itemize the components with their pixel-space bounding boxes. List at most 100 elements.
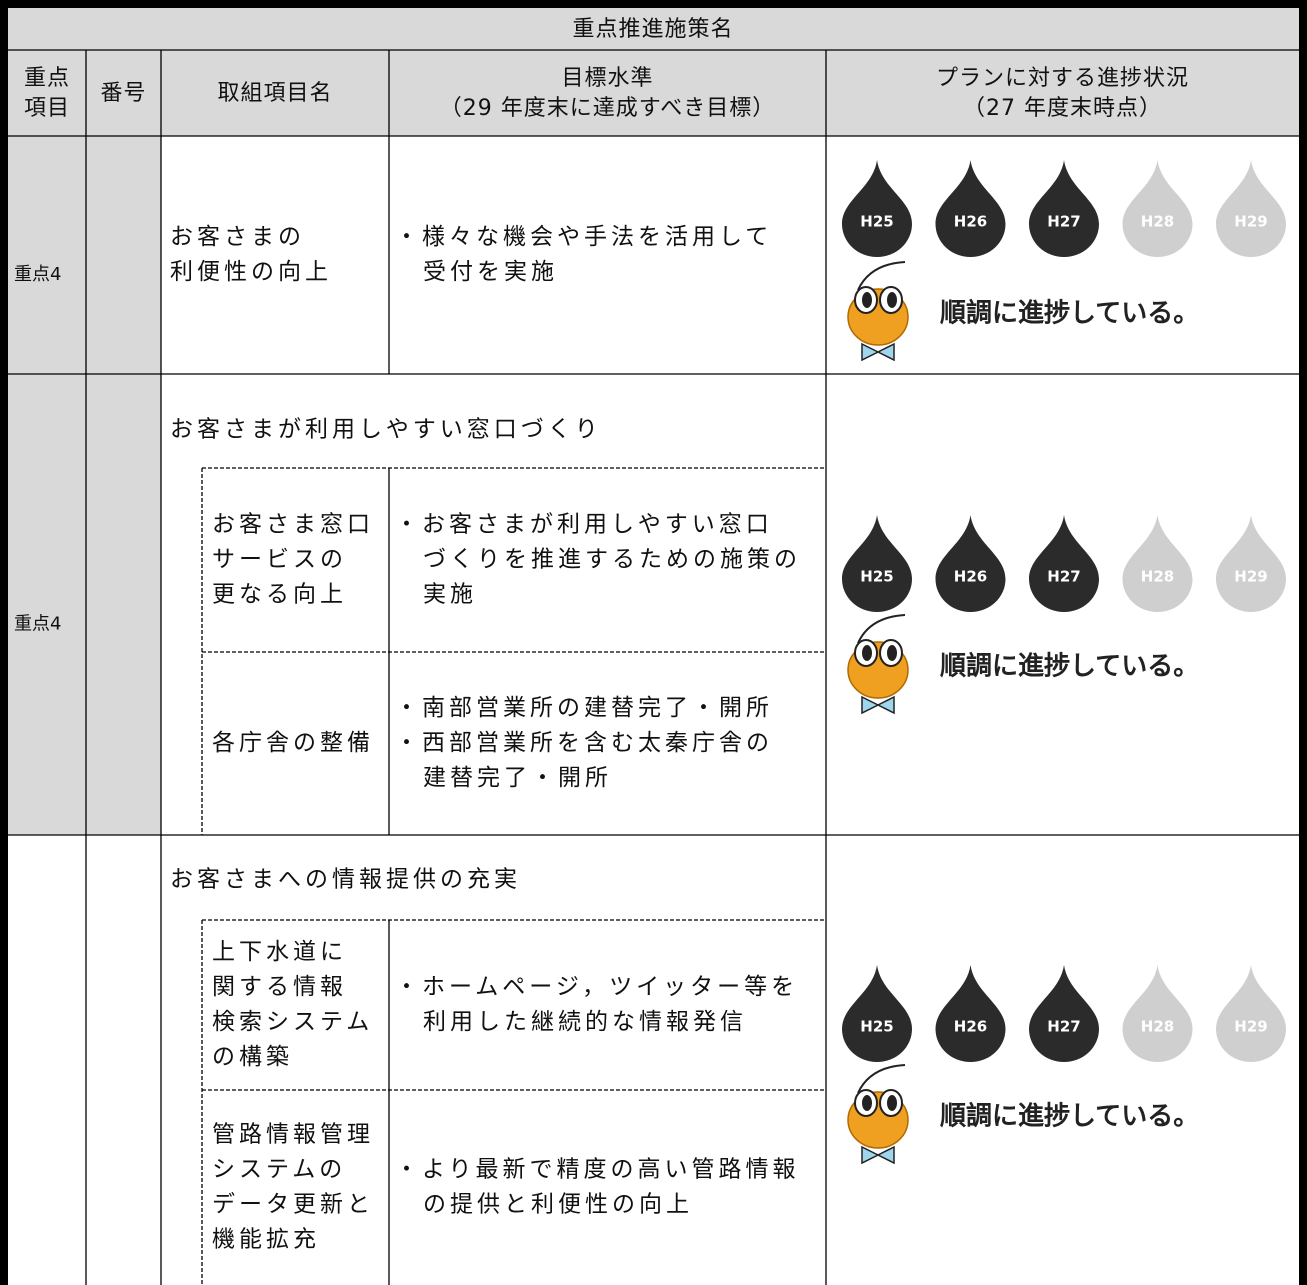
group-title: お客さまへの情報提供の充実 (170, 867, 521, 893)
column-header: （27 年度末時点） (963, 96, 1162, 121)
status-text: 順調に進捗している。 (940, 1101, 1199, 1132)
progress-drop: H26 (935, 160, 1006, 257)
progress-drop: H27 (1029, 160, 1099, 257)
drop-label: H25 (860, 568, 893, 586)
drop-shape (935, 965, 1006, 1062)
target-text: の提供と利便性の向上 (423, 1192, 693, 1218)
drop-shape (1122, 965, 1193, 1062)
status-text: 順調に進捗している。 (940, 298, 1199, 329)
drop-label: H29 (1234, 568, 1267, 586)
progress-drop: H26 (935, 515, 1006, 613)
drop-shape (1216, 965, 1286, 1062)
drop-shape (1029, 515, 1099, 612)
item-name: データ更新と (212, 1192, 374, 1218)
mascot (847, 614, 909, 715)
progress-drop: H27 (1029, 515, 1099, 612)
progress-drop: H25 (842, 160, 912, 257)
table-title: 重点推進施策名 (572, 17, 733, 42)
pupil (887, 292, 897, 308)
item-name: 管路情報管理 (212, 1122, 374, 1148)
item-name: 関する情報 (212, 974, 347, 1000)
header-bg (8, 8, 1299, 136)
target-text: 利用した継続的な情報発信 (423, 1009, 747, 1035)
target-text: ・南部営業所の建替完了・開所 (395, 695, 773, 721)
top-border (0, 0, 1307, 8)
drop-label: H25 (860, 1018, 893, 1036)
drop-label: H29 (1234, 1018, 1267, 1036)
item-name: 上下水道に (212, 939, 347, 965)
column-header: 取組項目名 (217, 81, 332, 106)
target-text: 受付を実施 (423, 259, 558, 285)
shaded-cell (8, 136, 161, 374)
left-border (0, 0, 8, 1285)
drop-label: H27 (1047, 1018, 1080, 1036)
right-border (1299, 0, 1307, 1285)
progress-drop: H29 (1216, 515, 1286, 612)
drop-shape (842, 965, 912, 1062)
item-name: お客さまの (170, 224, 305, 250)
antenna (857, 261, 906, 291)
bow (861, 695, 895, 715)
drop-shape (1029, 160, 1099, 257)
target-text: ・お客さまが利用しやすい窓口 (395, 512, 773, 538)
pupil (862, 1095, 872, 1111)
drop-shape (935, 515, 1006, 613)
drop-label: H27 (1047, 213, 1080, 231)
mascot (847, 261, 909, 362)
drop-label: H27 (1047, 568, 1080, 586)
target-text: づくりを推進するための施策の (423, 547, 801, 573)
status-text: 順調に進捗している。 (940, 651, 1199, 682)
drop-label: H26 (954, 213, 987, 231)
drop-shape (842, 515, 912, 612)
item-name: 検索システム (212, 1009, 373, 1035)
drop-label: H28 (1141, 213, 1174, 231)
item-name: 機能拡充 (212, 1227, 320, 1253)
column-header: 番号 (100, 81, 146, 106)
drop-label: H26 (954, 568, 987, 586)
bow (861, 1145, 895, 1165)
pupil (862, 645, 872, 661)
item-name: システムの (212, 1157, 346, 1183)
progress-drop: H25 (842, 515, 912, 612)
target-text: ・西部営業所を含む太秦庁舎の (395, 730, 773, 756)
pupil (862, 292, 872, 308)
antenna (857, 614, 906, 644)
target-text: ・ホームページ，ツイッター等を (395, 974, 798, 1000)
drop-shape (1122, 515, 1193, 613)
column-header: （29 年度末に達成すべき目標） (440, 96, 775, 121)
column-header: 目標水準 (561, 66, 653, 91)
drop-label: H28 (1141, 1018, 1174, 1036)
drop-label: H26 (954, 1018, 987, 1036)
progress-drop: H28 (1122, 160, 1193, 257)
target-text: ・様々な機会や手法を活用して (395, 224, 772, 250)
drop-shape (1029, 965, 1099, 1062)
pupil (887, 645, 897, 661)
progress-drop: H25 (842, 965, 912, 1062)
target-text: 実施 (423, 582, 477, 608)
progress-drop: H28 (1122, 515, 1193, 613)
progress-drop: H29 (1216, 160, 1286, 257)
drop-shape (935, 160, 1006, 257)
shaded-cell (8, 374, 161, 835)
progress-drop: H26 (935, 965, 1006, 1062)
drop-shape (1122, 160, 1193, 257)
item-name: サービスの (212, 547, 347, 573)
column-header: プランに対する進捗状況 (936, 66, 1189, 91)
drop-shape (1216, 160, 1286, 257)
pupil (887, 1095, 897, 1111)
priority-label: 重点4 (14, 614, 61, 635)
item-name: お客さま窓口 (212, 512, 374, 538)
antenna (857, 1064, 906, 1094)
progress-drop: H27 (1029, 965, 1099, 1062)
drop-shape (1216, 515, 1286, 612)
mascot (847, 1064, 909, 1165)
drop-label: H29 (1234, 213, 1267, 231)
item-name: 利便性の向上 (170, 259, 332, 285)
column-header: 重点 (24, 66, 70, 91)
column-header: 項目 (24, 96, 70, 121)
bow (861, 342, 895, 362)
target-text: ・より最新で精度の高い管路情報 (395, 1157, 800, 1183)
drop-shape (842, 160, 912, 257)
target-text: 建替完了・開所 (423, 765, 612, 791)
